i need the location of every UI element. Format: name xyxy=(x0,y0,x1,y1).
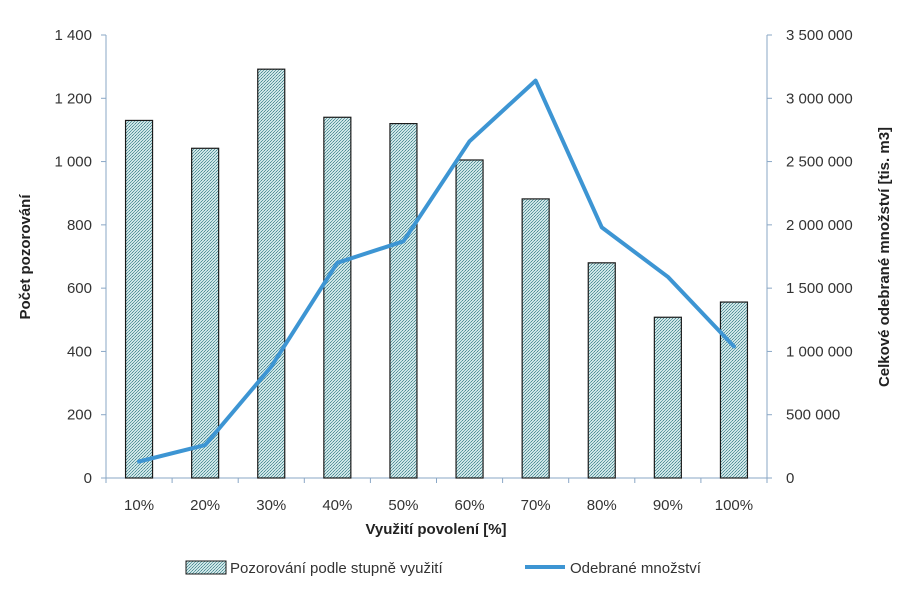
y2-tick-label: 3 000 000 xyxy=(786,90,853,107)
y-tick-label: 1 400 xyxy=(54,27,92,44)
x-tick-label: 50% xyxy=(388,497,418,514)
y-tick-label: 1 200 xyxy=(54,90,92,107)
x-tick-label: 20% xyxy=(190,497,220,514)
y-tick-label: 800 xyxy=(67,217,92,234)
x-tick-label: 60% xyxy=(455,497,485,514)
legend-label-line: Odebrané množství xyxy=(570,560,702,577)
x-tick-label: 10% xyxy=(124,497,154,514)
y-tick-label: 1 000 xyxy=(54,154,92,171)
legend-label-bars: Pozorování podle stupně využití xyxy=(230,560,443,577)
y2-tick-label: 500 000 xyxy=(786,407,840,424)
bar xyxy=(455,159,484,479)
x-tick-label: 80% xyxy=(587,497,617,514)
bar xyxy=(587,262,616,479)
bar xyxy=(653,316,682,479)
x-tick-label: 90% xyxy=(653,497,683,514)
x-tick-label: 70% xyxy=(521,497,551,514)
y2-tick-label: 0 xyxy=(786,470,794,487)
bar xyxy=(521,198,550,479)
x-tick-label: 40% xyxy=(322,497,352,514)
y2-axis-title: Celkové odebrané množství [tis. m3] xyxy=(876,127,893,387)
axes-group: 0 200 400 600 800 1 000 1 200 1 400 0 500 000 1 00… xyxy=(54,27,852,514)
y-axis-title: Počet pozorování xyxy=(17,194,34,320)
y2-tick-label: 2 000 000 xyxy=(786,217,853,234)
line-group xyxy=(137,78,736,464)
y2-tick-label: 1 500 000 xyxy=(786,280,853,297)
y2-tick-label: 2 500 000 xyxy=(786,154,853,171)
y-tick-label: 0 xyxy=(84,470,92,487)
legend: Pozorování podle stupně využití Odebrané… xyxy=(185,560,702,577)
bars-group xyxy=(124,68,749,479)
series-line-odebrane xyxy=(137,78,736,464)
bar xyxy=(124,119,154,479)
y-tick-label: 600 xyxy=(67,280,92,297)
bar xyxy=(719,301,749,479)
bar xyxy=(323,116,352,479)
y-tick-label: 200 xyxy=(67,407,92,424)
x-axis-title: Využití povolení [%] xyxy=(365,521,506,538)
bar xyxy=(191,147,220,479)
labels-group: Počet pozorování Celkové odebrané množst… xyxy=(17,127,893,538)
bar xyxy=(389,122,418,479)
x-tick-label: 30% xyxy=(256,497,286,514)
y2-tick-label: 3 500 000 xyxy=(786,27,853,44)
legend-swatch-bars xyxy=(185,560,227,575)
y2-tick-label: 1 000 000 xyxy=(786,343,853,360)
x-tick-label: 100% xyxy=(715,497,753,514)
bar xyxy=(257,68,286,479)
y-tick-label: 400 xyxy=(67,343,92,360)
